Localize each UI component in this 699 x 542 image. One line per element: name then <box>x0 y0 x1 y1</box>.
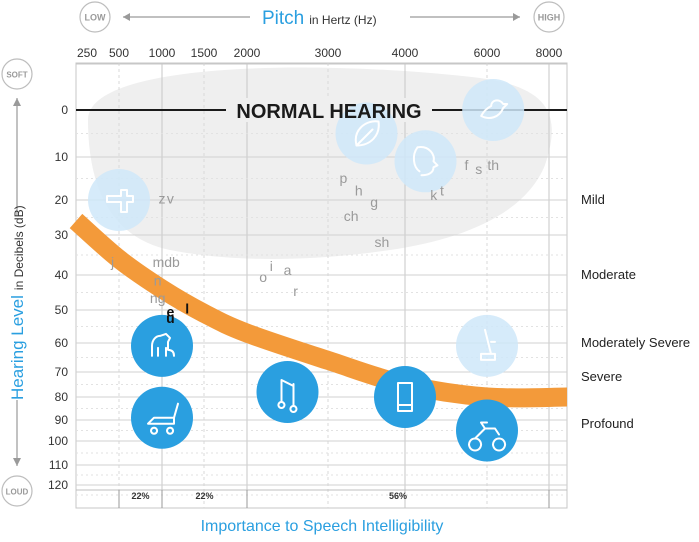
dog-icon <box>151 332 175 357</box>
phone-icon <box>397 382 413 412</box>
importance-percent: 22% <box>195 491 213 501</box>
severity-label: Moderately Severe <box>581 335 690 350</box>
speech-sound-label: e <box>167 304 175 320</box>
x-tick-label: 6000 <box>474 46 501 60</box>
pitch-high-badge <box>533 1 565 33</box>
speech-sound-label: mdb <box>153 254 180 270</box>
y-tick-label: 90 <box>55 413 69 427</box>
x-tick-label: 3000 <box>315 46 342 60</box>
speech-sound-label: i <box>270 258 273 274</box>
x-tick-label: 2000 <box>234 46 261 60</box>
speech-sound-label: sh <box>375 234 390 250</box>
importance-percent: 56% <box>389 491 407 501</box>
chart-grid: 250 500 1000 1500 2000 3000 4000 6000 8000 0 10 20 3… <box>48 46 568 535</box>
x-tick-label: 1500 <box>191 46 218 60</box>
severity-label: Moderate <box>581 267 636 282</box>
speech-sound-label: th <box>487 157 499 173</box>
speech-sound-label: ch <box>344 208 359 224</box>
leaves-icon <box>354 120 380 147</box>
pitch-low-label: LOW <box>85 13 106 23</box>
speech-sound-label: j <box>110 254 114 270</box>
importance-percent: 22% <box>131 491 149 501</box>
y-tick-label: 70 <box>55 365 69 379</box>
x-tick-label: 4000 <box>392 46 419 60</box>
normal-hearing-label-bg <box>226 98 432 122</box>
x-tick-label: 1000 <box>149 46 176 60</box>
speech-sound-label: r <box>293 283 298 299</box>
y-tick-label: 30 <box>55 228 69 242</box>
level-loud-badge <box>1 475 33 507</box>
music-notes-bubble <box>256 361 319 423</box>
y-tick-label: 40 <box>55 268 69 282</box>
speech-sound-label: k <box>430 187 438 203</box>
level-axis-title: Hearing Levelin Decibels (dB) <box>8 205 27 400</box>
hearing-loss-band-group <box>69 213 568 408</box>
whisper-face-icon <box>412 146 439 177</box>
speech-sound-label: p <box>340 170 348 186</box>
speech-sound-label: o <box>259 269 267 285</box>
vacuum-bubble <box>456 314 518 377</box>
faucet-bubble <box>88 169 150 231</box>
hearing-loss-band <box>69 213 568 408</box>
x-tick-label: 8000 <box>536 46 563 60</box>
x-tick-label: 250 <box>77 46 97 60</box>
y-tick-label: 0 <box>61 103 68 117</box>
pitch-axis-title: Pitch in Hertz (Hz) <box>262 8 377 29</box>
pitch-left-arrowhead <box>123 13 130 21</box>
leaves-bubble <box>335 102 398 165</box>
faucet-icon <box>106 189 134 213</box>
y-tick-label: 100 <box>48 434 68 448</box>
pitch-right-arrowhead <box>513 13 520 21</box>
motorcycle-bubble <box>456 399 518 462</box>
speech-sound-label: u <box>166 310 175 326</box>
severity-label: Severe <box>581 369 622 384</box>
speech-sound-label: g <box>370 194 378 210</box>
y-tick-label: 20 <box>55 193 69 207</box>
level-soft-badge <box>1 58 33 90</box>
y-tick-label: 110 <box>49 458 68 472</box>
severity-label: Profound <box>581 416 634 431</box>
bird-bubble <box>462 79 525 141</box>
y-tick-label: 120 <box>48 478 68 492</box>
phone-bubble <box>374 366 436 428</box>
normal-hearing-label: NORMAL HEARING <box>236 101 421 123</box>
vacuum-icon <box>480 328 496 361</box>
music-notes-icon <box>277 379 298 413</box>
sound-icons-group <box>88 79 525 462</box>
level-soft-label: SOFT <box>6 71 27 80</box>
y-tick-label: 10 <box>55 150 69 164</box>
whisper-face-bubble <box>394 130 457 193</box>
y-tick-label: 50 <box>55 303 69 317</box>
motorcycle-icon <box>468 421 507 452</box>
y-tick-label: 60 <box>55 336 69 350</box>
level-loud-label: LOUD <box>6 488 29 497</box>
speech-sound-label: a <box>284 262 292 278</box>
speech-sound-label: ng <box>150 290 166 306</box>
dog-bubble <box>131 314 193 377</box>
y-tick-label: 80 <box>55 390 69 404</box>
level-down-arrowhead <box>13 458 21 466</box>
lawnmower-icon <box>147 402 179 435</box>
pitch-high-label: HIGH <box>538 13 561 23</box>
speech-sound-label: v <box>167 191 174 207</box>
speech-banana-region <box>88 67 552 260</box>
bird-icon <box>480 99 509 119</box>
speech-sound-label: l <box>185 300 189 316</box>
speech-sound-label: s <box>475 161 482 177</box>
plot-frame <box>75 62 568 509</box>
level-up-arrowhead <box>13 98 21 106</box>
severity-label: Mild <box>581 192 605 207</box>
speech-sound-label: t <box>440 183 444 199</box>
x-tick-label: 500 <box>109 46 129 60</box>
speech-sound-label: h <box>355 183 363 199</box>
importance-label: Importance to Speech Intelligibility <box>201 518 444 535</box>
pitch-low-badge <box>79 1 111 33</box>
speech-sound-label: n <box>154 273 162 289</box>
speech-sound-label: f <box>465 157 469 173</box>
speech-sound-label: z <box>159 191 166 207</box>
